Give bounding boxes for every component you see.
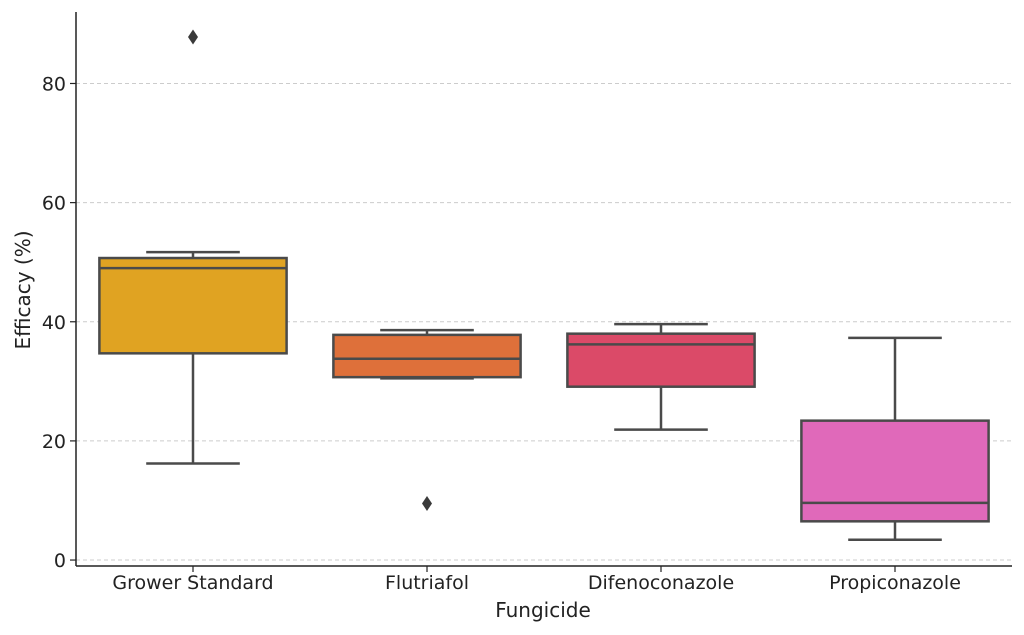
y-tick-label: 60 xyxy=(42,193,66,215)
y-tick-label: 0 xyxy=(54,550,66,572)
y-tick-label: 20 xyxy=(42,431,66,453)
box-series xyxy=(98,29,990,542)
outlier-point xyxy=(188,29,198,45)
box xyxy=(566,332,756,388)
box-group xyxy=(800,336,990,542)
x-tick-label: Flutriafol xyxy=(385,572,469,594)
y-tick-label: 80 xyxy=(42,73,66,95)
axes xyxy=(70,12,1012,572)
x-tick-label: Grower Standard xyxy=(112,572,273,594)
y-axis-title: Efficacy (%) xyxy=(11,230,35,349)
box xyxy=(98,256,288,355)
box-group xyxy=(566,322,756,431)
box xyxy=(332,333,522,379)
x-axis-title: Fungicide xyxy=(495,598,591,622)
box-group xyxy=(98,29,288,465)
tick-labels: 0 20 40 60 80 Grower Standard Flutriafol Difeno… xyxy=(42,73,961,594)
x-tick-label: Difenoconazole xyxy=(588,572,734,594)
outlier-point xyxy=(422,495,432,511)
box xyxy=(800,419,990,523)
x-tick-label: Propiconazole xyxy=(829,572,961,594)
box-group xyxy=(332,328,522,511)
y-tick-label: 40 xyxy=(42,312,66,334)
